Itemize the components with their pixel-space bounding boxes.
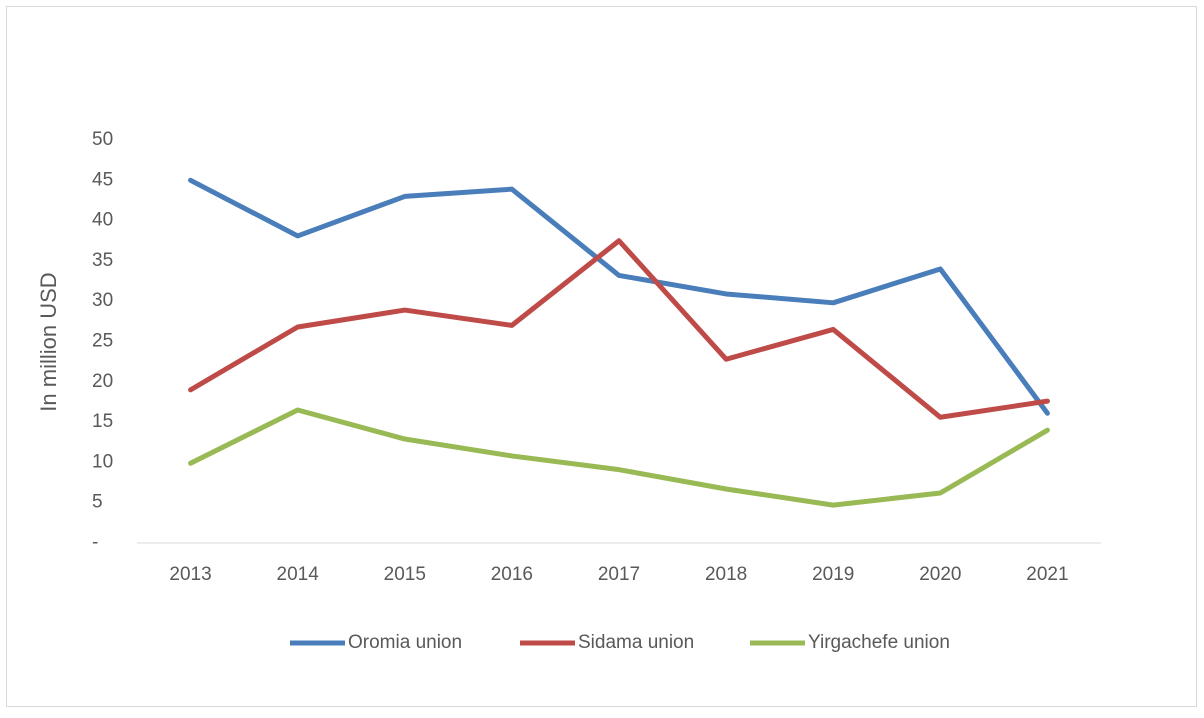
legend-label: Yirgachefe union: [808, 632, 950, 653]
y-tick-label: 50: [92, 129, 113, 150]
y-tick-label: 20: [92, 371, 113, 392]
y-tick-label: 35: [92, 250, 113, 271]
y-tick-label: 30: [92, 290, 113, 311]
y-tick-label: 10: [92, 451, 113, 472]
y-tick-label: 25: [92, 331, 113, 352]
x-tick-label: 2017: [598, 564, 640, 585]
x-tick-label: 2021: [1026, 564, 1068, 585]
line-series: [188, 238, 1050, 420]
x-tick-label: 2020: [919, 564, 961, 585]
y-tick-label: 40: [92, 210, 113, 231]
line-series: [188, 407, 1050, 508]
y-tick-label: -: [92, 532, 98, 553]
x-tick-label: 2016: [491, 564, 533, 585]
line-series: [188, 177, 1050, 416]
y-axis-label: In million USD: [36, 272, 61, 411]
x-tick-label: 2015: [384, 564, 426, 585]
chart-border: [6, 6, 1197, 707]
x-tick-label: 2018: [705, 564, 747, 585]
y-tick-label: 15: [92, 411, 113, 432]
x-tick-label: 2014: [277, 564, 320, 585]
y-tick-label: 45: [92, 169, 113, 190]
x-tick-label: 2013: [169, 564, 211, 585]
x-tick-label: 2019: [812, 564, 854, 585]
legend-label: Sidama union: [578, 632, 694, 653]
y-tick-label: 5: [92, 492, 103, 513]
legend-label: Oromia union: [348, 632, 462, 653]
